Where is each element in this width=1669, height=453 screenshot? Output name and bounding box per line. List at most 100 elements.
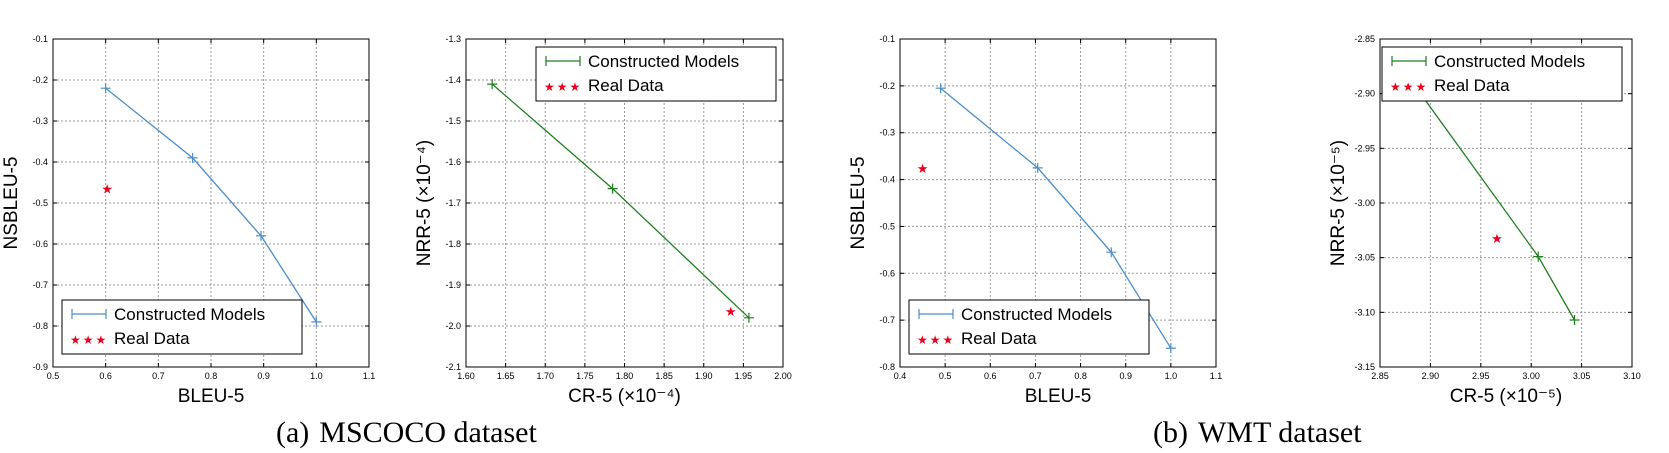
y-tick-label: -0.5 bbox=[879, 221, 895, 231]
real-data-point: ★ bbox=[101, 183, 113, 198]
series-line bbox=[1402, 69, 1576, 321]
legend-line-caps bbox=[71, 309, 107, 319]
x-tick-label: 1.95 bbox=[735, 371, 753, 381]
series-line bbox=[491, 83, 750, 319]
x-tick-label: 0.9 bbox=[257, 371, 270, 381]
chart-panel-2: 1.60 1.65 1.70 1.75 1.80 1.85 1.90 1.95 2.00 -2.1… bbox=[414, 34, 792, 407]
y-tick-label: -2.85 bbox=[1354, 34, 1375, 44]
y-tick-label: -0.3 bbox=[32, 116, 48, 126]
caption-b: (b) WMT dataset bbox=[1153, 418, 1362, 448]
y-tick-label: -0.8 bbox=[32, 321, 48, 331]
x-tick-label: 2.95 bbox=[1472, 371, 1490, 381]
y-tick-label: -3.10 bbox=[1354, 307, 1375, 317]
caption-a-text: MSCOCO dataset bbox=[319, 416, 537, 449]
y-tick-label: -0.2 bbox=[879, 81, 895, 91]
y-axis-label: NSBLEU-5 bbox=[848, 157, 869, 250]
y-tick-label: -0.4 bbox=[879, 175, 895, 185]
x-tick-label: 1.1 bbox=[1210, 371, 1223, 381]
y-tick-label: -0.7 bbox=[879, 315, 895, 325]
legend-star-swatch: ★★★ bbox=[70, 333, 108, 347]
legend-label-constructed-models: Constructed Models bbox=[114, 305, 265, 324]
y-tick-label: -0.7 bbox=[32, 280, 48, 290]
y-axis-label: NRR-5 (×10⁻⁴) bbox=[414, 140, 435, 266]
x-tick-label: 2.90 bbox=[1422, 371, 1440, 381]
y-tick-label: -0.4 bbox=[32, 157, 48, 167]
y-tick-label: -1.4 bbox=[445, 75, 461, 85]
y-tick-label: -1.6 bbox=[445, 157, 461, 167]
y-tick-label: -2.95 bbox=[1354, 143, 1375, 153]
x-tick-label: 1.1 bbox=[363, 371, 376, 381]
series-line bbox=[105, 87, 317, 323]
legend-line-caps bbox=[1391, 56, 1427, 66]
x-tick-label: 0.8 bbox=[205, 371, 218, 381]
x-axis-label: BLEU-5 bbox=[1025, 386, 1092, 407]
legend-label-constructed-models: Constructed Models bbox=[961, 305, 1112, 324]
x-tick-label: 0.7 bbox=[152, 371, 165, 381]
y-tick-label: -2.90 bbox=[1354, 89, 1375, 99]
y-tick-label: -0.2 bbox=[32, 75, 48, 85]
real-data-point: ★ bbox=[725, 305, 737, 320]
y-axis-label: NSBLEU-5 bbox=[1, 157, 22, 250]
y-axis-label: NRR-5 (×10⁻⁵) bbox=[1328, 140, 1349, 266]
y-tick-label: -0.5 bbox=[32, 198, 48, 208]
data-point-marker bbox=[1165, 343, 1176, 354]
data-point-marker bbox=[311, 316, 322, 327]
x-tick-label: 0.5 bbox=[47, 371, 60, 381]
x-tick-label: 3.10 bbox=[1623, 371, 1641, 381]
y-tick-label: -1.5 bbox=[445, 116, 461, 126]
data-point-marker bbox=[1533, 251, 1544, 262]
data-point-marker bbox=[1569, 314, 1580, 325]
legend: Constructed Models ★★★ Real Data bbox=[61, 299, 303, 355]
data-point-marker bbox=[100, 83, 111, 94]
y-tick-label: -3.15 bbox=[1354, 362, 1375, 372]
y-tick-label: -2.1 bbox=[445, 362, 461, 372]
y-tick-label: -0.1 bbox=[879, 34, 895, 44]
x-tick-label: 0.4 bbox=[894, 371, 907, 381]
x-axis-label: BLEU-5 bbox=[178, 386, 245, 407]
legend-star-swatch: ★★★ bbox=[1390, 80, 1428, 94]
data-point-marker bbox=[607, 183, 618, 194]
x-tick-label: 1.60 bbox=[457, 371, 475, 381]
legend-box bbox=[908, 299, 1150, 355]
x-tick-label: 1.70 bbox=[536, 371, 554, 381]
y-tick-label: -1.3 bbox=[445, 34, 461, 44]
caption-a: (a) MSCOCO dataset bbox=[276, 418, 537, 448]
data-point-marker bbox=[935, 83, 946, 94]
chart-panel-3: 0.4 0.5 0.6 0.7 0.8 0.9 1.0 1.1 -0.8 -0.7 -0.6 -0.5… bbox=[848, 34, 1222, 407]
x-tick-label: 1.65 bbox=[497, 371, 515, 381]
legend: Constructed Models ★★★ Real Data bbox=[535, 46, 777, 102]
legend-box bbox=[535, 46, 777, 102]
data-point-marker bbox=[1032, 162, 1043, 173]
legend-line-caps bbox=[545, 56, 581, 66]
x-tick-label: 2.85 bbox=[1371, 371, 1389, 381]
y-tick-label: -0.1 bbox=[32, 34, 48, 44]
chart-panel-1: 0.5 0.6 0.7 0.8 0.9 1.0 1.1 -0.9 -0.8 -0.7 -0.6 -0.… bbox=[1, 34, 375, 407]
y-tick-label: -0.6 bbox=[32, 239, 48, 249]
real-data-point: ★ bbox=[1491, 232, 1503, 247]
y-tick-label: -3.00 bbox=[1354, 198, 1375, 208]
y-tick-label: -1.7 bbox=[445, 198, 461, 208]
y-tick-label: -2.0 bbox=[445, 321, 461, 331]
real-data-point: ★ bbox=[917, 162, 929, 177]
y-tick-label: -3.05 bbox=[1354, 253, 1375, 263]
legend-line-caps bbox=[918, 309, 954, 319]
data-point-marker bbox=[487, 79, 498, 90]
legend-label-constructed-models: Constructed Models bbox=[1434, 52, 1585, 71]
legend-box bbox=[1381, 46, 1623, 102]
caption-b-label: (b) bbox=[1153, 416, 1188, 449]
legend-label-real-data: Real Data bbox=[1434, 76, 1510, 95]
x-tick-label: 1.0 bbox=[310, 371, 323, 381]
y-tick-label: -0.6 bbox=[879, 268, 895, 278]
legend-label-real-data: Real Data bbox=[114, 329, 190, 348]
y-tick-label: -0.9 bbox=[32, 362, 48, 372]
legend: Constructed Models ★★★ Real Data bbox=[908, 299, 1150, 355]
x-tick-label: 1.75 bbox=[576, 371, 594, 381]
x-tick-label: 1.90 bbox=[695, 371, 713, 381]
x-tick-label: 0.5 bbox=[939, 371, 952, 381]
x-tick-label: 2.00 bbox=[774, 371, 792, 381]
legend-box bbox=[61, 299, 303, 355]
x-tick-label: 3.05 bbox=[1573, 371, 1591, 381]
x-tick-label: 0.7 bbox=[1029, 371, 1042, 381]
legend-label-constructed-models: Constructed Models bbox=[588, 52, 739, 71]
